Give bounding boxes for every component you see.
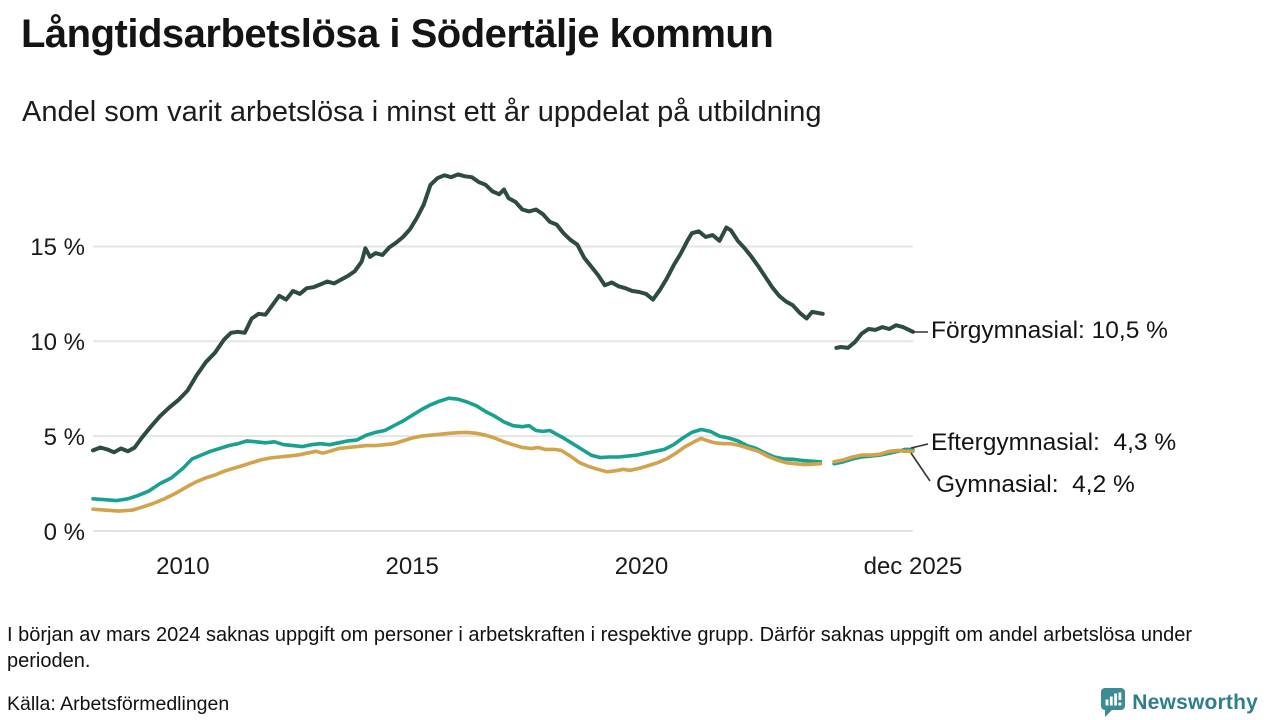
series-label-forgymnasial: Förgymnasial: 10,5 % — [931, 317, 1168, 344]
y-tick-label: 0 % — [43, 519, 85, 546]
y-tick-label: 15 % — [30, 234, 85, 262]
series-line-forgymnasial — [91, 172, 825, 455]
y-tick-label: 10 % — [30, 329, 85, 357]
y-tick-label: 5 % — [43, 424, 85, 452]
x-tick-label: 2010 — [156, 553, 210, 580]
x-tick-label: 2020 — [614, 553, 669, 580]
series-label-eftergymnasial: Eftergymnasial: 4,3 % — [931, 429, 1177, 456]
newsworthy-bubble-barchart-icon — [1101, 688, 1126, 717]
series-line-eftergymnasial — [91, 396, 823, 503]
x-tick-label: 2015 — [385, 553, 439, 580]
page-subtitle: Andel som varit arbetslösa i minst ett å… — [22, 96, 822, 128]
series-line-gymnasial — [832, 448, 915, 464]
newsworthy-logo-text: Newsworthy — [1132, 690, 1258, 714]
newsworthy-logo: Newsworthy — [1101, 688, 1258, 717]
label-connector-gymnasial — [910, 452, 931, 482]
label-connector-eftergymnasial — [910, 443, 929, 449]
series-line-forgymnasial — [834, 323, 915, 350]
series-label-gymnasial: Gymnasial: 4,2 % — [936, 471, 1135, 498]
footnote-text: I början av mars 2024 saknas uppgift om … — [7, 624, 1193, 672]
source-text: Källa: Arbetsförmedlingen — [7, 693, 230, 715]
x-tick-label: dec 2025 — [863, 553, 963, 580]
series-line-gymnasial — [91, 430, 823, 513]
page-title: Långtidsarbetslösa i Södertälje kommun — [21, 12, 774, 56]
